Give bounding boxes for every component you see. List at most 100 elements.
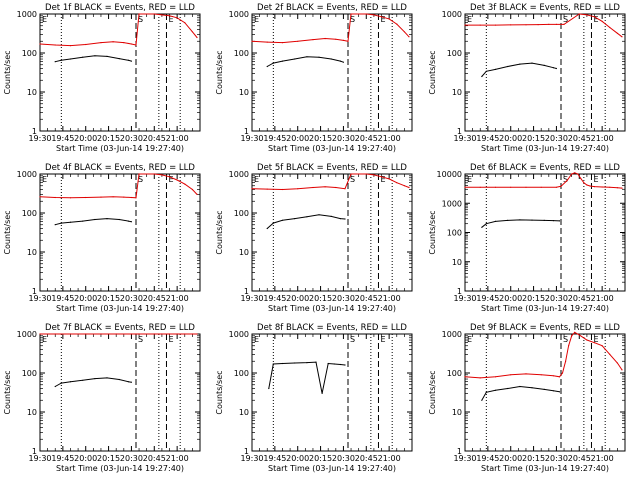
x-axis-label: Start Time (03-Jun-14 19:27:40) (268, 144, 396, 153)
y-tick-label: 10 (239, 88, 249, 97)
lld-point (589, 185, 591, 187)
lld-point (593, 186, 596, 188)
lld-point (560, 185, 562, 187)
lld-point (335, 186, 337, 189)
marker-label: S (350, 15, 355, 24)
plot-frame (251, 333, 413, 452)
lld-point (558, 376, 561, 378)
x-tick-label: 20:00 (286, 454, 309, 463)
x-tick-label: 19:30 (240, 134, 263, 143)
events-point (266, 227, 268, 230)
marker-label: E (467, 335, 472, 344)
y-tick-label: 100 (22, 369, 37, 378)
lld-point (176, 179, 178, 181)
lld-point (39, 333, 41, 335)
lld-point (525, 373, 527, 375)
events-point (130, 60, 132, 62)
events-point (60, 382, 62, 384)
lld-point (100, 42, 102, 44)
events-point (344, 364, 346, 366)
lld-point (380, 16, 383, 18)
x-tick-label: 20:30 (120, 294, 143, 303)
lld-point (85, 43, 87, 46)
y-tick-label: 10 (239, 248, 249, 257)
lld-point (601, 20, 603, 22)
events-point (344, 218, 346, 220)
y-tick-label: 1 (32, 287, 37, 296)
events-point (531, 219, 533, 221)
x-tick-label: 20:30 (545, 454, 568, 463)
x-tick-label: 20:00 (74, 134, 97, 143)
lld-series-line (465, 13, 623, 38)
lld-point (580, 177, 582, 180)
lld-point (583, 182, 585, 184)
lld-point (191, 333, 193, 335)
lld-point (621, 36, 623, 38)
lld-point (548, 23, 550, 25)
plot-frame (39, 333, 201, 452)
x-tick-label: 20:00 (286, 134, 309, 143)
lld-point (350, 13, 352, 15)
lld-point (281, 42, 284, 44)
events-point (106, 218, 108, 220)
events-point (481, 226, 483, 228)
marker-label: E (593, 15, 598, 24)
lld-point (479, 186, 481, 188)
events-point (294, 218, 296, 220)
lld-point (135, 333, 137, 335)
y-tick-label: 1000 (17, 170, 37, 179)
events-series-line (481, 385, 560, 401)
y-tick-label: 1 (32, 447, 37, 456)
lld-point (540, 186, 542, 188)
lld-point (510, 24, 512, 26)
y-axis-label: Counts/sec (3, 50, 12, 94)
lld-point (609, 353, 611, 355)
lld-point (123, 42, 125, 44)
panel-det-7f: Det 7f BLACK = Events, RED = LLD 1 10 100 10… (3, 323, 201, 473)
events-point (54, 224, 56, 226)
events-point (94, 218, 96, 221)
x-tick-label: 19:30 (240, 454, 263, 463)
x-tick-label: 20:00 (286, 294, 309, 303)
y-tick-label: 100 (447, 229, 462, 238)
lld-series-line (251, 13, 410, 44)
events-point (306, 362, 308, 364)
x-tick-label: 20:00 (74, 454, 97, 463)
events-point (543, 64, 545, 66)
plot-frame (464, 333, 626, 452)
events-point (294, 58, 296, 60)
x-tick-label: 20:15 (309, 454, 332, 463)
y-tick-label: 1 (244, 447, 249, 456)
lld-point (196, 36, 198, 39)
events-point (494, 220, 497, 222)
x-tick-label: 21:00 (166, 134, 189, 143)
lld-point (586, 14, 588, 16)
x-axis-label: Start Time (03-Jun-14 19:27:40) (56, 304, 184, 313)
marker-label: E (593, 175, 598, 184)
lld-point (324, 37, 326, 40)
lld-point (168, 176, 171, 178)
marker-label: E (168, 175, 173, 184)
lld-point (191, 31, 193, 33)
events-point (552, 67, 555, 69)
lld-point (403, 185, 405, 187)
lld-point (365, 13, 367, 15)
x-axis-label: Start Time (03-Jun-14 19:27:40) (268, 304, 396, 313)
events-point (339, 60, 341, 62)
y-tick-label: 10 (452, 408, 462, 417)
x-tick-label: 19:30 (28, 294, 51, 303)
y-axis-label: Counts/sec (3, 210, 12, 254)
x-tick-label: 21:00 (378, 134, 401, 143)
events-point (306, 216, 308, 218)
events-point (507, 219, 509, 221)
marker-label: E (42, 175, 47, 184)
x-tick-label: 21:00 (166, 454, 189, 463)
events-series-line (55, 218, 132, 226)
lld-point (168, 15, 171, 17)
lld-point (324, 186, 326, 188)
events-point (118, 58, 120, 60)
lld-point (130, 333, 132, 335)
lld-point (123, 196, 125, 198)
events-point (69, 221, 72, 223)
lld-point (396, 182, 398, 184)
